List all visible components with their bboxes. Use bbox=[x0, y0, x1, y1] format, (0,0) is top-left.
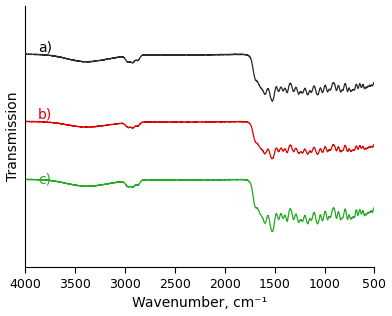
X-axis label: Wavenumber, cm⁻¹: Wavenumber, cm⁻¹ bbox=[132, 296, 267, 310]
Text: b): b) bbox=[38, 107, 53, 121]
Text: a): a) bbox=[38, 40, 52, 54]
Text: c): c) bbox=[38, 173, 51, 186]
Y-axis label: Transmission: Transmission bbox=[5, 92, 20, 181]
